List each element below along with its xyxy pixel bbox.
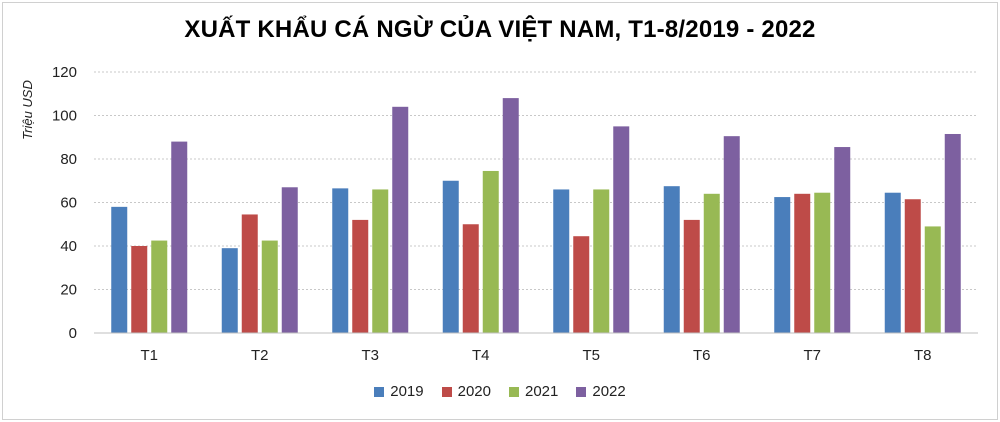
bar-2021-T6 bbox=[703, 193, 720, 333]
bar-2021-T5 bbox=[593, 189, 610, 333]
gridlines bbox=[94, 71, 978, 290]
bar-2020-T5 bbox=[573, 236, 590, 333]
bar-2021-T2 bbox=[261, 240, 278, 333]
bar-2021-T1 bbox=[151, 240, 168, 333]
y-tick-label: 40 bbox=[60, 238, 77, 255]
x-category-label: T6 bbox=[693, 347, 711, 364]
bar-2022-T2 bbox=[281, 187, 298, 333]
x-category-label: T1 bbox=[140, 347, 158, 364]
x-category-label: T4 bbox=[472, 347, 490, 364]
x-category-label: T5 bbox=[582, 347, 600, 364]
x-category-label: T7 bbox=[803, 347, 821, 364]
legend: 2019 2020 2021 2022 bbox=[0, 383, 1000, 400]
legend-item-2022: 2022 bbox=[576, 383, 626, 400]
legend-label: 2021 bbox=[525, 383, 559, 400]
bar-2019-T1 bbox=[111, 206, 128, 333]
legend-label: 2022 bbox=[592, 383, 626, 400]
chart-title: XUẤT KHẨU CÁ NGỪ CỦA VIỆT NAM, T1-8/2019… bbox=[184, 16, 816, 43]
bar-2020-T2 bbox=[241, 214, 258, 333]
legend-label: 2019 bbox=[390, 383, 424, 400]
bars bbox=[111, 98, 961, 333]
bar-2022-T7 bbox=[834, 147, 851, 333]
x-category-label: T2 bbox=[251, 347, 269, 364]
bar-2019-T8 bbox=[884, 192, 901, 333]
bar-2019-T6 bbox=[663, 186, 680, 333]
bar-2022-T5 bbox=[613, 126, 630, 333]
bar-2020-T4 bbox=[462, 224, 479, 333]
y-axis-label: Triệu USD bbox=[20, 80, 35, 140]
legend-swatch bbox=[509, 386, 519, 397]
legend-swatch bbox=[374, 386, 385, 397]
legend-item-2020: 2020 bbox=[441, 383, 491, 400]
legend-swatch bbox=[441, 386, 452, 397]
bar-2019-T7 bbox=[774, 197, 791, 333]
legend-swatch bbox=[576, 386, 587, 397]
bar-2021-T4 bbox=[482, 170, 499, 333]
x-axis-categories: T1 T2 T3 T4 T5 T6 T7 T8 bbox=[140, 347, 931, 364]
y-tick-label: 80 bbox=[60, 151, 77, 168]
bar-2019-T5 bbox=[553, 189, 570, 333]
bar-2022-T6 bbox=[723, 136, 740, 333]
bar-2020-T7 bbox=[794, 193, 811, 333]
legend-item-2021: 2021 bbox=[509, 383, 558, 400]
bar-2020-T3 bbox=[352, 219, 369, 333]
y-axis-ticks: 0 20 40 60 80 100 120 bbox=[52, 64, 77, 342]
bar-2021-T3 bbox=[372, 189, 389, 333]
y-tick-label: 100 bbox=[52, 108, 77, 125]
bar-2020-T1 bbox=[131, 246, 148, 333]
bar-2022-T1 bbox=[171, 141, 188, 333]
y-tick-label: 20 bbox=[60, 282, 77, 299]
x-category-label: T8 bbox=[914, 347, 932, 364]
legend-item-2019: 2019 bbox=[374, 383, 424, 400]
bar-2019-T4 bbox=[442, 180, 459, 333]
x-category-label: T3 bbox=[361, 347, 379, 364]
bar-2020-T6 bbox=[683, 219, 700, 333]
bar-2022-T8 bbox=[944, 133, 961, 333]
bar-2020-T8 bbox=[904, 199, 921, 333]
bar-2019-T3 bbox=[332, 188, 349, 333]
legend-label: 2020 bbox=[457, 383, 491, 400]
y-tick-label: 0 bbox=[69, 325, 77, 342]
y-tick-label: 60 bbox=[60, 195, 77, 212]
bar-2021-T7 bbox=[814, 192, 831, 333]
bar-2021-T8 bbox=[924, 226, 941, 333]
bar-2022-T3 bbox=[392, 106, 409, 333]
y-tick-label: 120 bbox=[52, 64, 77, 81]
bar-2022-T4 bbox=[502, 98, 519, 333]
bar-2019-T2 bbox=[221, 248, 238, 333]
